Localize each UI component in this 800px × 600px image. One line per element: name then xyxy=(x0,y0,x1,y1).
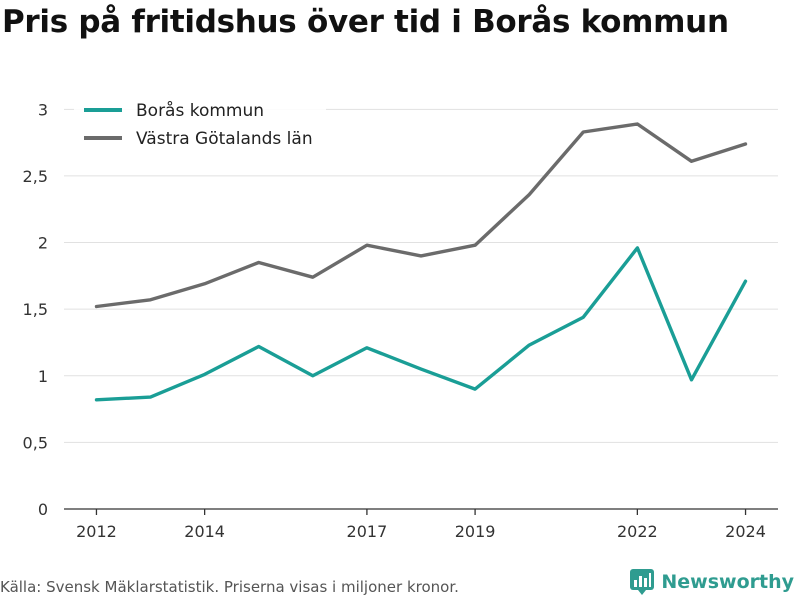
legend: Borås kommun Västra Götalands län xyxy=(74,92,326,156)
y-tick-label: 2 xyxy=(38,234,48,253)
x-tick-label: 2014 xyxy=(184,522,225,541)
x-tick-label: 2012 xyxy=(76,522,117,541)
series-line-1 xyxy=(94,246,748,402)
y-tick-label: 0,5 xyxy=(23,433,48,452)
y-tick-label: 1,5 xyxy=(23,300,48,319)
x-tick-label: 2022 xyxy=(617,522,658,541)
x-tick-label: 2019 xyxy=(455,522,496,541)
grid-lines xyxy=(64,108,778,443)
chart-title: Pris på fritidshus över tid i Borås komm… xyxy=(2,4,729,40)
series-line-2 xyxy=(94,122,748,309)
brand-logo: Newsworthy xyxy=(629,568,794,596)
y-tick-label: 2,5 xyxy=(23,167,48,186)
x-axis: 2012 2014 2017 2019 2022 2024 xyxy=(64,508,778,541)
y-tick-label: 1 xyxy=(38,367,48,386)
newsworthy-logo-icon xyxy=(630,569,655,595)
y-axis-ticks: 0 0,5 1 1,5 2 2,5 3 xyxy=(23,100,48,519)
source-note: Källa: Svensk Mäklarstatistik. Priserna … xyxy=(0,578,459,596)
legend-label: Borås kommun xyxy=(136,100,264,121)
legend-background xyxy=(74,92,326,156)
y-tick-label: 0 xyxy=(38,500,48,519)
series-lines xyxy=(94,122,748,402)
brand-name: Newsworthy xyxy=(661,571,794,593)
x-tick-label: 2017 xyxy=(347,522,388,541)
y-tick-label: 3 xyxy=(38,100,48,119)
legend-label: Västra Götalands län xyxy=(136,129,313,149)
x-tick-label: 2024 xyxy=(725,522,766,541)
